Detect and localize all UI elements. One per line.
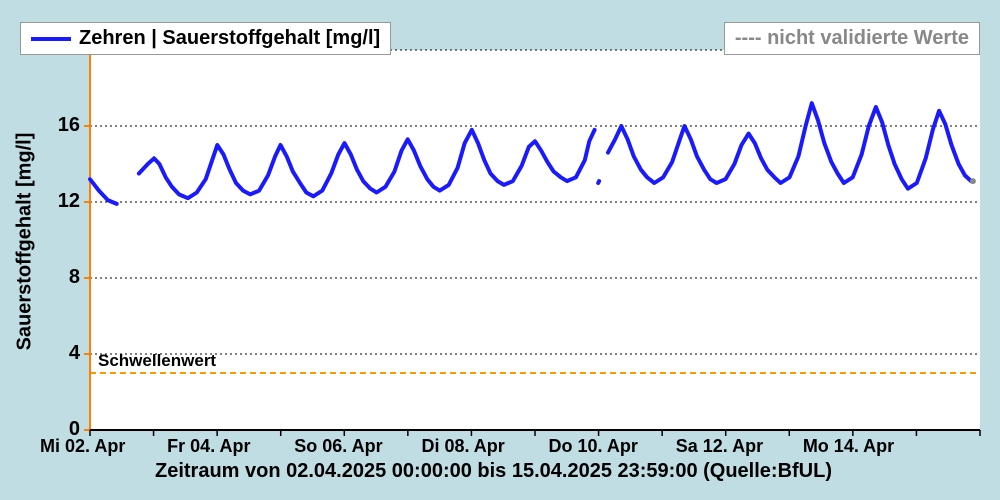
- x-tick-label: Di 08. Apr: [421, 436, 541, 457]
- x-tick-label: So 06. Apr: [294, 436, 414, 457]
- y-axis-label: Sauerstoffgehalt [mg/l]: [14, 122, 37, 362]
- chart-container: 048121620Mi 02. AprFr 04. AprSo 06. AprD…: [0, 0, 1000, 500]
- x-tick-label: Mi 02. Apr: [40, 436, 160, 457]
- legend-secondary: ---- nicht validierte Werte: [724, 22, 980, 55]
- data-series-segment: [90, 179, 117, 204]
- y-tick-label: 4: [40, 342, 80, 365]
- chart-svg: [0, 0, 1000, 500]
- data-series-segment: [608, 103, 971, 189]
- data-series-segment: [598, 181, 599, 183]
- caption-timerange: Zeitraum von 02.04.2025 00:00:00 bis 15.…: [155, 460, 832, 483]
- y-tick-label: 16: [40, 114, 80, 137]
- threshold-label: Schwellenwert: [98, 351, 216, 371]
- legend-secondary-label: ---- nicht validierte Werte: [735, 27, 969, 50]
- legend-line-icon: [31, 37, 71, 41]
- x-tick-label: Sa 12. Apr: [676, 436, 796, 457]
- y-tick-label: 12: [40, 190, 80, 213]
- legend-main: Zehren | Sauerstoffgehalt [mg/l]: [20, 22, 391, 55]
- nonvalidated-point: [970, 178, 976, 184]
- x-tick-label: Do 10. Apr: [549, 436, 669, 457]
- y-tick-label: 8: [40, 266, 80, 289]
- x-tick-label: Mo 14. Apr: [803, 436, 923, 457]
- data-series-segment: [139, 130, 595, 198]
- legend-main-label: Zehren | Sauerstoffgehalt [mg/l]: [79, 27, 380, 50]
- x-tick-label: Fr 04. Apr: [167, 436, 287, 457]
